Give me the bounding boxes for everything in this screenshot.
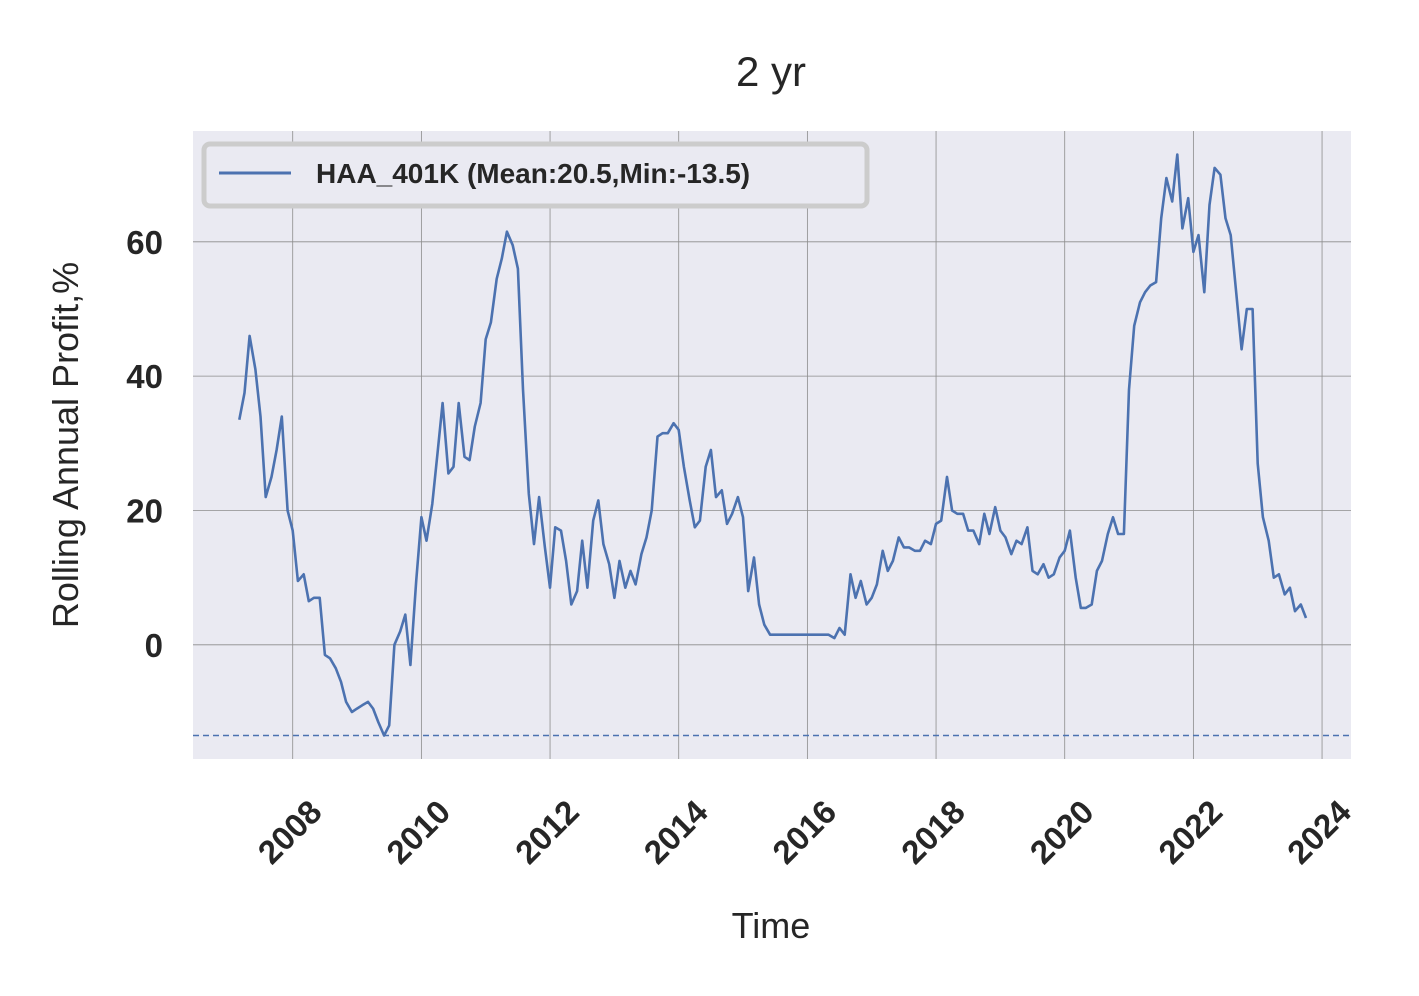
y-axis-label: Rolling Annual Profit,% <box>45 262 86 628</box>
y-tick-label: 40 <box>126 358 163 395</box>
series-layer <box>238 153 1308 737</box>
x-axis-label: Time <box>732 905 811 946</box>
plot-area <box>193 131 1351 759</box>
y-tick-label: 0 <box>145 627 163 664</box>
y-tick-label: 20 <box>126 492 163 529</box>
grid-lines <box>193 131 1351 759</box>
series-line <box>238 153 1308 737</box>
legend-label: HAA_401K (Mean:20.5,Min:-13.5) <box>316 158 750 189</box>
legend-box <box>201 141 870 209</box>
chart-title: 2 yr <box>736 48 806 95</box>
y-tick-label: 60 <box>126 224 163 261</box>
y-tick-labels: 0 20 40 60 <box>126 224 163 664</box>
legend: HAA_401K (Mean:20.5,Min:-13.5) <box>201 141 870 209</box>
